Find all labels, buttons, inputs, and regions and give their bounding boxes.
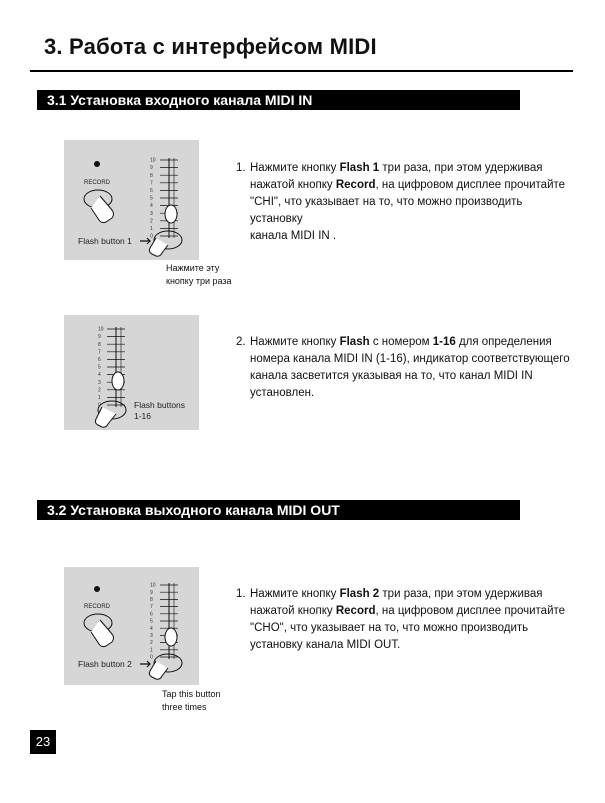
fader-scale-label: 1 [98,395,101,401]
fader-scale-label: 10 [150,583,156,589]
fader-scale-label: 9 [150,590,153,596]
section-heading-midi-out: 3.2 Установка выходного канала MIDI OUT [37,500,520,520]
instruction-step: 1. Нажмите кнопку Flash 1 три раза, при э… [236,162,566,242]
controller-panel [64,567,199,685]
hand-pointer-icon [90,619,114,648]
hand-pointer-icon [90,195,114,224]
fader-scale-label: 2 [150,640,153,646]
fader-scale-label: 5 [98,365,101,371]
fader-scale-label: 3 [150,633,153,639]
fader-scale-label: 8 [150,597,153,603]
record-led-icon [94,161,100,167]
fader-scale-label: 1 [150,647,153,653]
controller-panel [64,315,199,430]
record-label: RECORD [84,180,111,186]
arrow-right-icon [140,660,151,668]
record-label: RECORD [84,604,111,610]
section-heading-midi-in: 3.1 Установка входного канала MIDI IN [37,90,520,110]
fader-scale-label: 5 [150,619,153,625]
fader-knob-icon [111,371,125,391]
page-number: 23 [30,730,56,754]
instruction-step: 1. Нажмите кнопку Flash 2 три раза, при э… [236,588,566,651]
fader-scale-label: 5 [150,196,153,202]
fader-scale-label: 4 [150,626,153,632]
fader-scale-label: 0 [150,234,153,240]
fader-scale-label: 7 [150,604,153,610]
fader-scale-label: 6 [150,188,153,194]
fader-knob-icon [164,204,178,224]
hand-pointer-icon [94,406,117,428]
fader-scale-label: 10 [150,158,156,164]
fader-scale-label: 9 [150,165,153,171]
fader-scale-label: 6 [98,357,101,363]
fader-scale-label: 2 [150,218,153,224]
fader-scale-label: 0 [150,655,153,661]
figure-caption: Нажмите эту кнопку три раза [166,263,232,286]
fader-knob-icon [164,627,178,647]
fader-scale-label: 6 [150,611,153,617]
title-rule [30,70,573,72]
flash-button-icon [153,230,183,250]
fader-scale-label: 8 [150,173,153,179]
flash-buttons-label: Flash buttons [134,400,185,410]
fader-scale-label: 8 [98,342,101,348]
flash-button-icon [153,653,183,673]
fader-scale-label: 4 [150,203,153,209]
flash-button-label: Flash button 1 [78,236,132,246]
svg-text:1-16: 1-16 [134,411,151,421]
record-led-icon [94,586,100,592]
fader-scale-label: 7 [150,180,153,186]
fader-scale-label: 3 [98,380,101,386]
hand-pointer-icon [148,237,169,257]
fader-scale-label: 7 [98,349,101,355]
page-title: 3. Работа с интерфейсом MIDI [44,34,377,59]
figure-caption: Tap this button three times [162,689,221,712]
fader-scale-label: 4 [98,372,101,378]
flash-button-label: Flash button 2 [78,659,132,669]
fader-scale-label: 9 [98,334,101,340]
fader-scale-label: 2 [98,387,101,393]
fader-scale-label: 1 [150,226,153,232]
hand-pointer-icon [148,660,169,680]
arrow-right-icon [140,237,151,245]
instruction-step: 2. Нажмите кнопку Flash с номером 1-16 дл… [236,336,570,399]
fader-scale-label: 10 [98,327,104,333]
fader-scale-label: 3 [150,211,153,217]
